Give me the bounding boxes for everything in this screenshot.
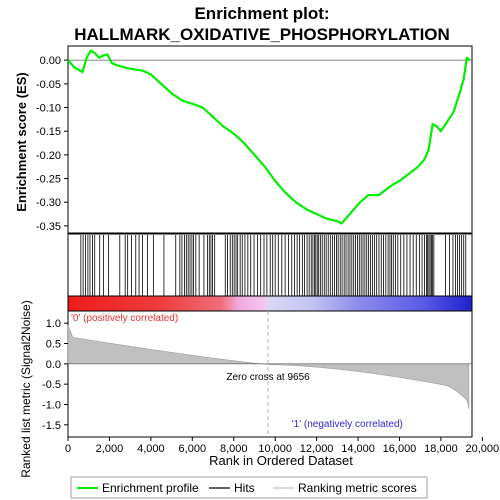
x-axis-label: Rank in Ordered Dataset	[209, 453, 353, 468]
legend: Enrichment profile Hits Ranking metric s…	[70, 476, 428, 499]
legend-box	[70, 476, 428, 499]
es-panel: 0.00 -0.05 -0.10 -0.15 -0.20 -0.25 -0.30 -0.35	[36, 45, 473, 234]
x-tick-label: 14,000	[341, 443, 375, 455]
legend-metric-label: Ranking metric scores	[298, 481, 417, 495]
x-tick-label: 6,000	[179, 443, 207, 455]
x-tick-label: 20,000	[466, 443, 500, 455]
es-y-tick-label: 0.00	[40, 55, 61, 67]
positive-correlation-label: '0' (positively correlated)	[71, 313, 178, 324]
metric-panel: Zero cross at 9656 '0' (positively correl…	[42, 310, 500, 455]
x-tick-label: 18,000	[424, 443, 458, 455]
metric-y-tick-label: -1.5	[42, 420, 61, 432]
zero-cross-label: Zero cross at 9656	[226, 372, 310, 383]
es-y-tick-label: -0.10	[36, 103, 61, 115]
x-tick-label: 10,000	[258, 443, 292, 455]
metric-y-tick-label: -0.5	[42, 379, 61, 391]
es-y-tick-label: -0.30	[36, 197, 61, 209]
ranking-heat-bar	[67, 295, 473, 312]
legend-hits-label: Hits	[234, 481, 255, 495]
x-tick-label: 0	[65, 443, 71, 455]
enrichment-profile-line	[67, 49, 471, 225]
hits-panel	[67, 233, 473, 312]
x-tick-label: 8,000	[220, 443, 248, 455]
chart-title-line1: Enrichment plot:	[194, 4, 329, 23]
es-plot-area	[67, 45, 473, 234]
metric-y-tick-label: 0.5	[46, 339, 61, 351]
es-y-tick-label: -0.35	[36, 221, 61, 233]
metric-y-tick-label: -1.0	[42, 399, 61, 411]
chart-title-line2: HALLMARK_OXIDATIVE_PHOSPHORYLATION	[74, 25, 450, 44]
es-y-tick-label: -0.05	[36, 79, 61, 91]
es-y-tick-label: -0.15	[36, 126, 61, 138]
ranking-metric-area	[67, 325, 470, 410]
metric-y-axis-label: Ranked list metric (Signal2Noise)	[19, 300, 33, 477]
x-tick-label: 16,000	[383, 443, 417, 455]
es-y-tick-label: -0.20	[36, 150, 61, 162]
es-y-axis-label: Enrichment score (ES)	[14, 72, 29, 211]
es-y-tick-label: -0.25	[36, 174, 61, 186]
metric-y-tick-label: 1.0	[46, 318, 61, 330]
negative-correlation-label: '1' (negatively correlated)	[292, 419, 403, 430]
legend-profile-label: Enrichment profile	[102, 481, 199, 495]
x-tick-label: 4,000	[137, 443, 165, 455]
x-tick-label: 12,000	[300, 443, 334, 455]
x-tick-label: 2,000	[96, 443, 124, 455]
metric-y-tick-label: 0.0	[46, 359, 61, 371]
